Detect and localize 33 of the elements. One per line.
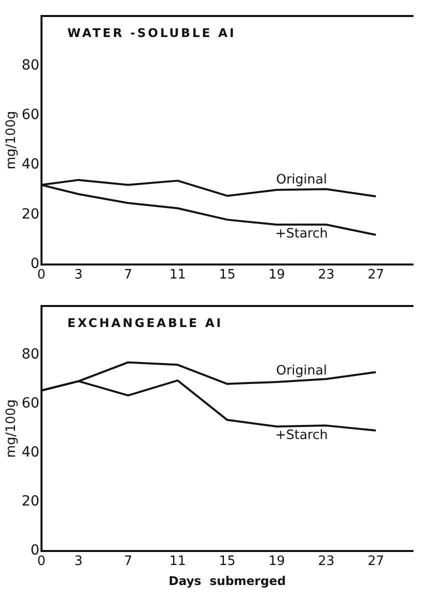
x-tick-label: 7 <box>124 268 132 283</box>
series-label: +Starch <box>275 428 328 443</box>
y-tick-label: 40 <box>22 444 40 461</box>
x-tick-label: 3 <box>74 554 83 570</box>
y-tick-label: 20 <box>22 494 40 510</box>
x-tick-label: 27 <box>368 554 384 570</box>
x-tick-label: 11 <box>169 554 186 570</box>
y-tick-label: 80 <box>22 57 40 74</box>
x-tick-label: 19 <box>268 268 286 283</box>
y-tick-label: 60 <box>22 396 40 412</box>
y-tick-label: 60 <box>22 107 40 123</box>
text: EXCHANGEABLE AI <box>67 316 223 330</box>
x-tick-label: 11 <box>169 268 186 283</box>
series-label: Original <box>276 363 327 378</box>
y-tick-label: 0 <box>30 256 40 272</box>
y-tick-label: 80 <box>22 346 40 363</box>
x-tick-label: 15 <box>218 268 236 283</box>
x-tick-label: 7 <box>124 554 132 570</box>
x-tick-label: 3 <box>74 268 83 283</box>
x-axis-title: Days submerged <box>168 574 286 588</box>
y-tick-label: 40 <box>22 156 40 173</box>
x-tick-label: 19 <box>268 554 286 570</box>
y-axis-title: mg/100g <box>4 111 20 170</box>
x-tick-label: 27 <box>368 268 384 283</box>
series-label: +Starch <box>275 226 328 242</box>
series-label: Original <box>276 172 327 188</box>
y-tick-label: 20 <box>22 206 40 222</box>
x-tick-label: 23 <box>318 554 335 570</box>
y-axis-title: mg/100g <box>4 399 20 458</box>
y-tick-label: 0 <box>30 542 40 559</box>
x-tick-label: 15 <box>218 554 236 570</box>
x-tick-label: 23 <box>318 268 335 283</box>
text: WATER -SOLUBLE AI <box>67 26 236 40</box>
